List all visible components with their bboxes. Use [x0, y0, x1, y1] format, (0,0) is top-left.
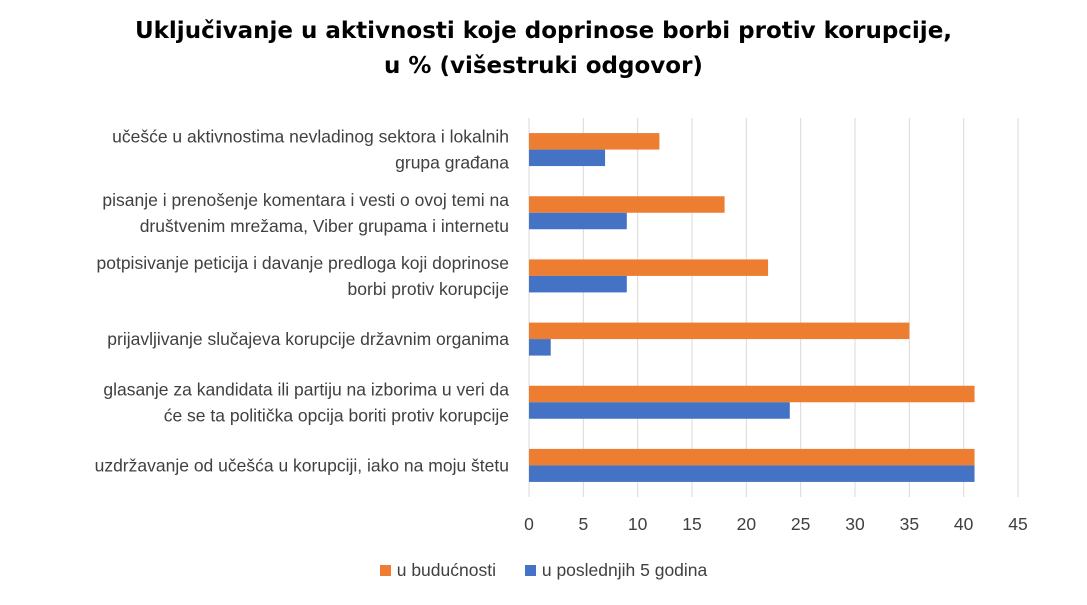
category-label: će se ta politička opcija boriti protiv …: [164, 405, 509, 425]
category-label: učešće u aktivnostima nevladinog sektora…: [112, 127, 509, 147]
legend-label-past-5-years: u poslednjih 5 godina: [541, 560, 708, 580]
x-tick-label: 5: [578, 514, 588, 534]
category-labels: učešće u aktivnostima nevladinog sektora…: [95, 127, 510, 476]
category-label: pisanje i prenošenje komentara i vesti o…: [102, 190, 509, 210]
x-tick-label: 40: [954, 514, 974, 534]
bars: [529, 133, 975, 482]
bar-future: [529, 322, 910, 340]
category-label: borbi protiv korupcije: [348, 279, 509, 299]
category-label: društvenim mrežama, Viber grupama i inte…: [140, 216, 509, 236]
chart-title-line-1: Uključivanje u aktivnosti koje doprinose…: [134, 18, 953, 44]
x-tick-label: 20: [737, 514, 757, 534]
legend-item-past-5-years: u poslednjih 5 godina: [524, 560, 708, 581]
category-label: grupa građana: [395, 153, 509, 173]
x-tick-label: 25: [791, 514, 810, 534]
category-label: prijavljivanje slučajeva korupcije držav…: [107, 329, 509, 349]
gridlines: [528, 118, 1019, 497]
bar-past-5-years: [529, 275, 627, 293]
x-tick-label: 0: [524, 514, 534, 534]
x-tick-label: 10: [628, 514, 648, 534]
legend-item-future: u budućnosti: [379, 560, 496, 581]
bar-past-5-years: [529, 465, 975, 482]
chart-title-line-2: u % (višestruki odgovor): [384, 53, 703, 79]
category-label: uzdržavanje od učešća u korupciji, iako …: [95, 455, 509, 475]
x-tick-label: 35: [900, 514, 919, 534]
bar-future: [529, 385, 975, 403]
bar-future: [529, 196, 725, 213]
bar-past-5-years: [529, 212, 627, 230]
bar-future: [529, 133, 660, 150]
category-label: glasanje za kandidata ili partiju na izb…: [103, 379, 509, 399]
bar-past-5-years: [529, 339, 551, 356]
legend: u budućnosti u poslednjih 5 godina: [0, 560, 1087, 581]
bar-future: [529, 448, 975, 466]
x-axis-ticks: 0 5 10 15 20 25 30 35 40 45: [524, 514, 1028, 534]
x-tick-label: 15: [682, 514, 701, 534]
x-tick-label: 30: [845, 514, 865, 534]
legend-swatch-past-5-years: [524, 565, 536, 576]
legend-label-future: u budućnosti: [396, 560, 496, 580]
x-tick-label: 45: [1008, 514, 1027, 534]
bar-past-5-years: [529, 149, 606, 167]
bar-future: [529, 259, 769, 276]
chart-title: Uključivanje u aktivnosti koje doprinose…: [0, 14, 1087, 84]
legend-swatch-future: [379, 565, 391, 576]
bar-past-5-years: [529, 402, 790, 419]
category-label: potpisivanje peticija i davanje predloga…: [97, 253, 510, 273]
